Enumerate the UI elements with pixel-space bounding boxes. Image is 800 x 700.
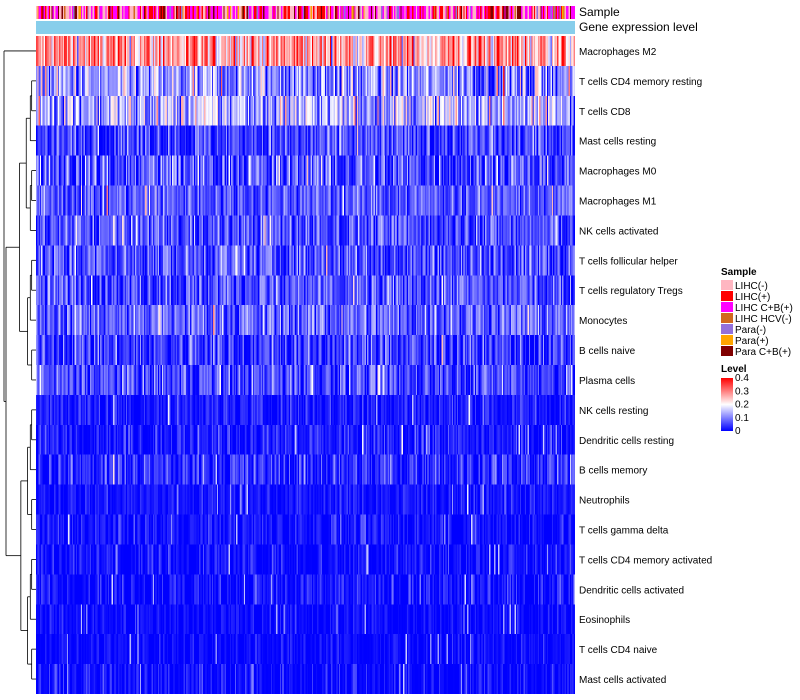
row-label: T cells CD4 memory resting [579,77,702,88]
sample-legend-label: Para(+) [735,336,769,347]
row-label: Macrophages M0 [579,167,657,178]
row-label: NK cells activated [579,226,658,237]
row-label: Plasma cells [579,376,635,387]
sample-legend-swatch [721,302,733,312]
row-label: Neutrophils [579,496,630,507]
gene-expression-level-bar [36,21,575,34]
row-label: Monocytes [579,316,627,327]
row-label: T cells follicular helper [579,256,678,267]
row-label: T cells CD4 memory activated [579,555,712,566]
row-label: NK cells resting [579,406,648,417]
sample-legend-swatch [721,324,733,334]
sample-legend-label: Para C+B(+) [735,347,791,358]
row-label: B cells memory [579,466,647,477]
row-label: T cells gamma delta [579,526,669,537]
row-label: T cells regulatory Tregs [579,286,683,297]
level-tick-label: 0.3 [735,386,749,397]
level-legend: Level 0.4 0.3 0.2 0.1 0 [721,364,749,437]
sample-legend-label: LIHC(+) [735,292,770,303]
row-label: Dendritic cells activated [579,585,684,596]
sample-annotation-bar [36,6,575,19]
level-colorbar [721,378,733,431]
sample-legend-swatch [721,313,733,323]
row-label: B cells naive [579,346,636,357]
row-label: Mast cells activated [579,675,666,686]
level-legend-title: Level [721,364,747,375]
sample-legend-swatch [721,335,733,345]
row-label: Macrophages M2 [579,47,657,58]
row-label: Macrophages M1 [579,197,657,208]
level-tick-label: 0 [735,426,741,437]
sample-legend-label: LIHC(-) [735,281,768,292]
row-label: Mast cells resting [579,137,656,148]
sample-track-label: Sample [579,5,620,19]
row-label: T cells CD8 [579,107,631,118]
row-dendrogram [3,50,36,680]
sample-legend: Sample LIHC(-)LIHC(+)LIHC C+B(+)LIHC HCV… [721,267,793,358]
row-label: T cells CD4 naive [579,645,658,656]
sample-legend-swatch [721,291,733,301]
sample-legend-swatch [721,346,733,356]
gene-expression-track-label: Gene expression level [579,20,698,34]
row-label: Eosinophils [579,615,630,626]
level-tick-label: 0.4 [735,373,749,384]
row-label: Dendritic cells resting [579,436,674,447]
heatmap-body [36,36,575,694]
sample-legend-title: Sample [721,267,757,278]
sample-legend-label: LIHC HCV(-) [735,314,792,325]
sample-legend-label: LIHC C+B(+) [735,303,793,314]
sample-legend-swatch [721,280,733,290]
level-tick-label: 0.1 [735,413,749,424]
sample-legend-label: Para(-) [735,325,766,336]
row-labels: Macrophages M2 T cells CD4 memory resting… [579,47,712,686]
level-tick-label: 0.2 [735,400,749,411]
